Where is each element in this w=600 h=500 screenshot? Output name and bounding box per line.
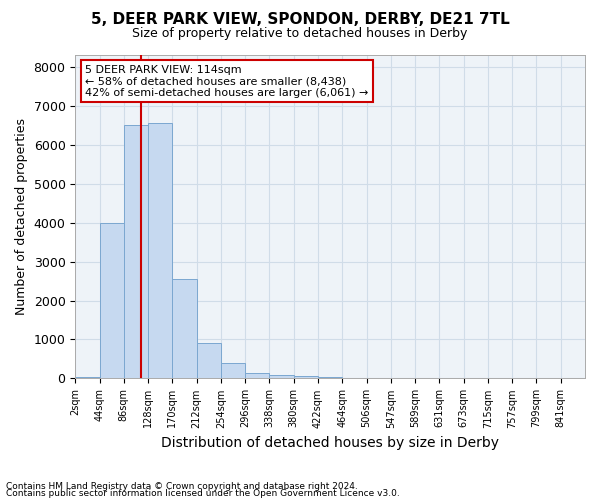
Text: Contains HM Land Registry data © Crown copyright and database right 2024.: Contains HM Land Registry data © Crown c…: [6, 482, 358, 491]
Text: Size of property relative to detached houses in Derby: Size of property relative to detached ho…: [133, 28, 467, 40]
Bar: [100, 222, 124, 378]
Text: 5, DEER PARK VIEW, SPONDON, DERBY, DE21 7TL: 5, DEER PARK VIEW, SPONDON, DERBY, DE21 …: [91, 12, 509, 28]
Bar: [294, 376, 318, 378]
Bar: [269, 374, 294, 378]
X-axis label: Distribution of detached houses by size in Derby: Distribution of detached houses by size …: [161, 436, 499, 450]
Bar: [197, 344, 221, 378]
Bar: [245, 372, 269, 378]
Y-axis label: Number of detached properties: Number of detached properties: [15, 118, 28, 315]
Text: Contains public sector information licensed under the Open Government Licence v3: Contains public sector information licen…: [6, 489, 400, 498]
Bar: [172, 279, 197, 378]
Bar: [148, 123, 172, 378]
Text: 5 DEER PARK VIEW: 114sqm
← 58% of detached houses are smaller (8,438)
42% of sem: 5 DEER PARK VIEW: 114sqm ← 58% of detach…: [85, 64, 369, 98]
Bar: [221, 363, 245, 378]
Bar: [124, 125, 148, 378]
